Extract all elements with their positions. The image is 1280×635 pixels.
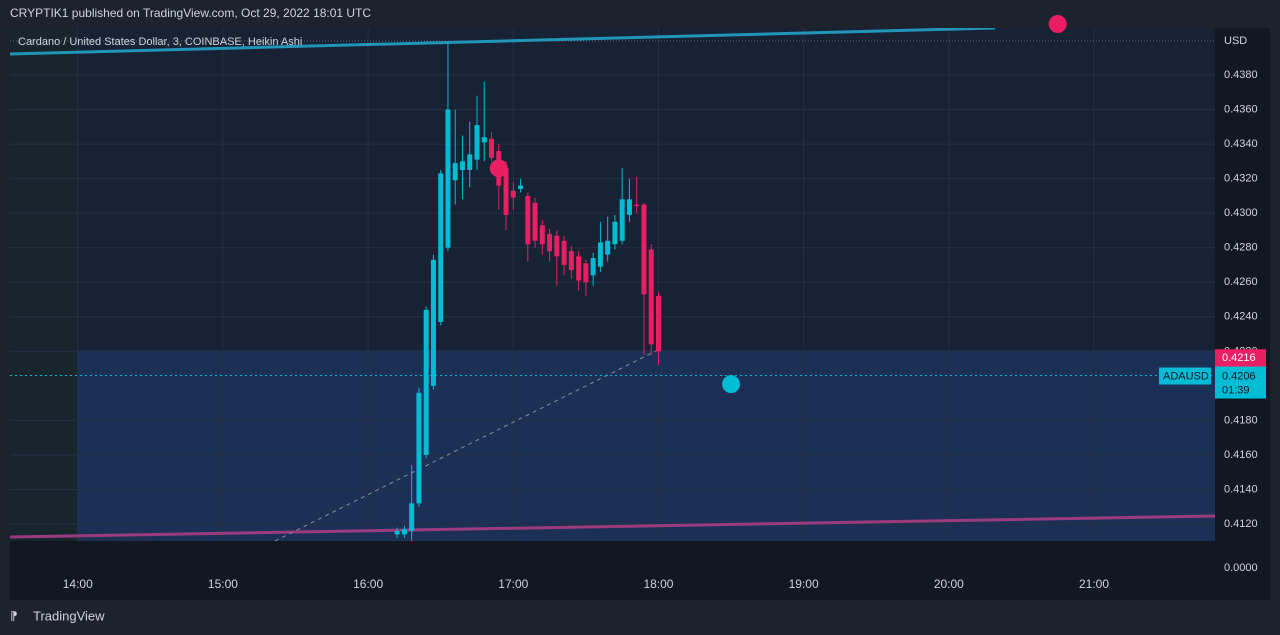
x-tick-label: 15:00	[208, 577, 238, 591]
candle-body	[423, 309, 429, 455]
candle-body	[641, 204, 647, 295]
y-tick-label: 0.4300	[1224, 207, 1258, 219]
prev-price-box	[1215, 349, 1266, 368]
x-tick-label: 14:00	[63, 577, 93, 591]
price-axis	[1215, 28, 1270, 600]
candle-body	[467, 154, 473, 170]
lower-pane	[10, 541, 1215, 570]
signal-marker	[1048, 15, 1067, 34]
candle-body	[547, 233, 553, 252]
y-tick-label: 0.4260	[1224, 276, 1258, 288]
range-box	[77, 350, 1215, 541]
candle-body	[525, 195, 531, 245]
x-tick-label: 21:00	[1079, 577, 1109, 591]
footer-logo-icon: ⁋	[10, 609, 18, 623]
overlay: 0.4380 0.4360 0.4340 0.4320 0.4300 0.4280 0.42…	[10, 15, 1266, 591]
candle-body	[532, 202, 538, 241]
candle-body	[430, 259, 436, 386]
y-tick-label: 0.4240	[1224, 311, 1258, 323]
candle-body	[554, 235, 560, 257]
header-text: CRYPTIK1 published on TradingView.com, O…	[10, 6, 371, 20]
y-tick-label: 0.4140	[1224, 483, 1258, 495]
last-price-box	[1215, 366, 1266, 399]
x-tick-label: 17:00	[498, 577, 528, 591]
candle-body	[409, 503, 415, 531]
currency: USD	[1224, 35, 1247, 47]
candle-body	[401, 529, 407, 535]
candles	[394, 42, 661, 541]
x-tick-label: 16:00	[353, 577, 383, 591]
candle-body	[583, 263, 589, 283]
candle-body	[612, 221, 618, 245]
candle-body	[634, 204, 640, 207]
y-tick-label: 0.4280	[1224, 242, 1258, 254]
candle-body	[445, 109, 451, 248]
y-tick-label: 0.4380	[1224, 69, 1258, 81]
y-tick-label: 0.4340	[1224, 138, 1258, 150]
candle-body	[561, 240, 567, 265]
candle-body	[539, 225, 545, 245]
time-axis	[10, 570, 1215, 600]
candle-body	[474, 125, 480, 160]
candle-body	[489, 138, 495, 158]
candle-body	[619, 199, 625, 241]
x-tick-label: 18:00	[643, 577, 673, 591]
y-tick-label: 0.4320	[1224, 173, 1258, 185]
y-tick-label: 0.4120	[1224, 518, 1258, 530]
session-shade	[10, 28, 77, 541]
symbol-label: ADAUSD	[1163, 370, 1209, 382]
upper-trendline	[10, 28, 996, 56]
candle-body	[576, 256, 582, 281]
footer-brand: TradingView	[33, 608, 105, 623]
grid	[10, 28, 1215, 541]
candle-body	[626, 199, 632, 215]
signal-marker	[722, 375, 741, 394]
drawings	[10, 28, 1215, 541]
y-tick-label: 0.4160	[1224, 449, 1258, 461]
x-tick-label: 19:00	[789, 577, 819, 591]
last-price-label: 0.4206	[1222, 370, 1256, 382]
x-tick-label: 20:00	[934, 577, 964, 591]
candle-body	[416, 392, 422, 504]
countdown: 01:39	[1222, 384, 1250, 396]
y-tick-label: 0.4180	[1224, 414, 1258, 426]
candle-body	[590, 258, 596, 276]
candle-body	[394, 530, 400, 535]
candle-body	[510, 190, 516, 198]
signal-marker	[489, 159, 508, 178]
candle-body	[438, 173, 444, 322]
lower-trendline	[10, 514, 1215, 539]
candle-body	[459, 161, 465, 170]
candle-body	[452, 163, 458, 181]
lower-pane-tick-label: 0.0000	[1224, 562, 1258, 574]
candle-body	[605, 240, 611, 255]
candle-body	[503, 168, 509, 215]
candle-body	[597, 242, 603, 267]
candle-body	[518, 185, 524, 189]
candle-body	[648, 249, 654, 345]
symbol-box	[1159, 367, 1211, 385]
candle-body	[655, 296, 661, 352]
candle-body	[568, 251, 574, 271]
prev-price-label: 0.4216	[1222, 352, 1256, 364]
y-tick-label: 0.4360	[1224, 103, 1258, 115]
chart-title: Cardano / United States Dollar, 3, COINB…	[18, 36, 302, 48]
candle-body	[481, 137, 487, 143]
